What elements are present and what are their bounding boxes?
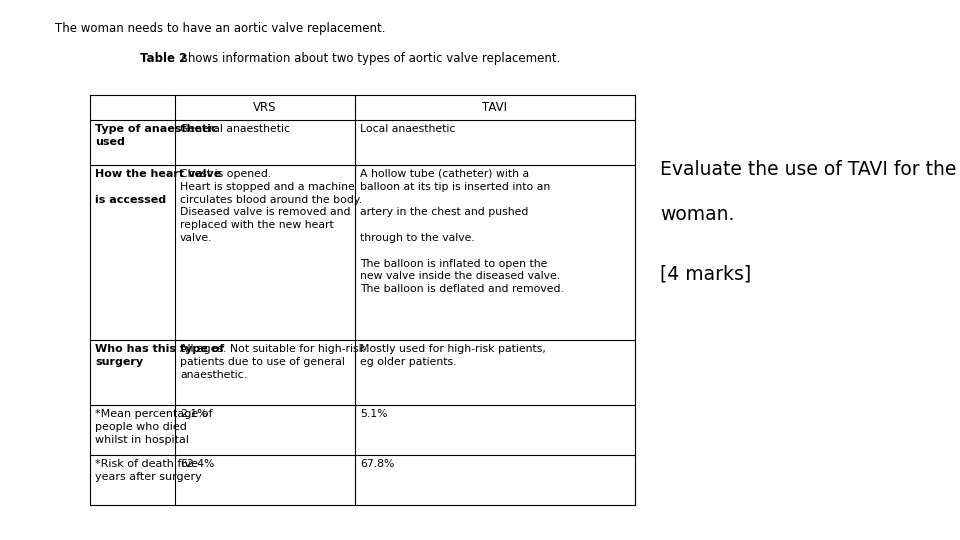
Text: Evaluate the use of TAVI for the: Evaluate the use of TAVI for the (660, 160, 956, 179)
Text: Table 2: Table 2 (140, 52, 187, 65)
Text: General anaesthetic: General anaesthetic (180, 124, 290, 134)
Text: *Risk of death five
years after surgery: *Risk of death five years after surgery (95, 459, 202, 482)
Text: *Mean percentage of
people who died
whilst in hospital: *Mean percentage of people who died whil… (95, 409, 212, 444)
Text: Chest is opened.
Heart is stopped and a machine
circulates blood around the body: Chest is opened. Heart is stopped and a … (180, 169, 362, 243)
Text: 5.1%: 5.1% (360, 409, 388, 419)
Text: Mostly used for high-risk patients,
eg older patients.: Mostly used for high-risk patients, eg o… (360, 344, 546, 367)
Text: shows information about two types of aortic valve replacement.: shows information about two types of aor… (179, 52, 561, 65)
Text: TAVI: TAVI (483, 101, 508, 114)
Text: A hollow tube (catheter) with a
balloon at its tip is inserted into an

artery i: A hollow tube (catheter) with a balloon … (360, 169, 564, 294)
Text: The woman needs to have an aortic valve replacement.: The woman needs to have an aortic valve … (55, 22, 386, 35)
Text: All ages. Not suitable for high-risk
patients due to use of general
anaesthetic.: All ages. Not suitable for high-risk pat… (180, 344, 365, 380)
Text: 62.4%: 62.4% (180, 459, 214, 469)
Text: 2.1%: 2.1% (180, 409, 207, 419)
Text: [4 marks]: [4 marks] (660, 265, 752, 284)
Text: Who has this type of
surgery: Who has this type of surgery (95, 344, 225, 367)
Text: VRS: VRS (253, 101, 276, 114)
Text: Local anaesthetic: Local anaesthetic (360, 124, 455, 134)
Text: Type of anaesthetic
used: Type of anaesthetic used (95, 124, 218, 147)
Text: woman.: woman. (660, 205, 734, 224)
Text: 67.8%: 67.8% (360, 459, 395, 469)
Text: How the heart valve

is accessed: How the heart valve is accessed (95, 169, 221, 205)
